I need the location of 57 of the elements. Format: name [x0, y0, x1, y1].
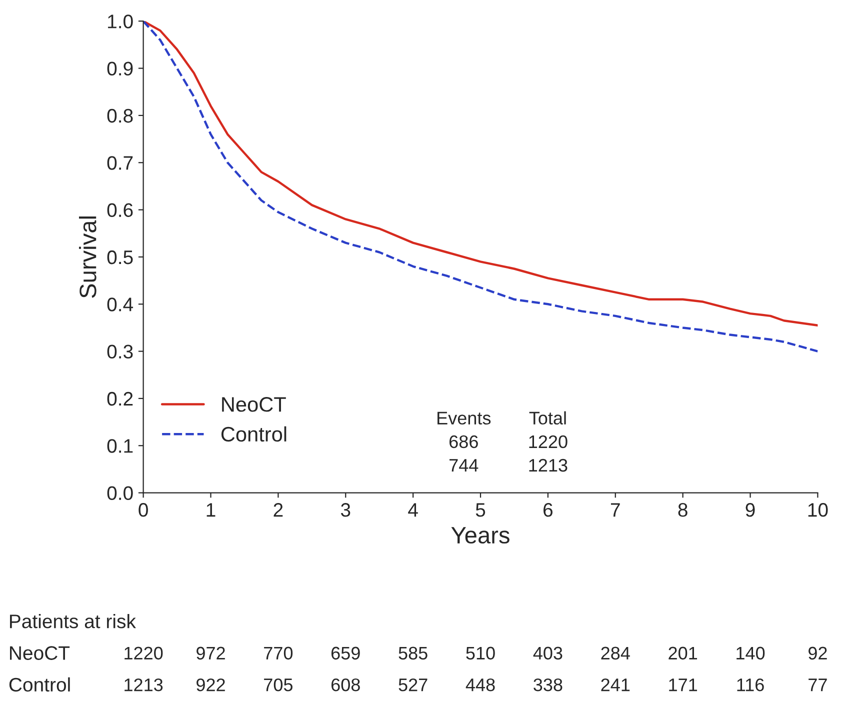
legend-label: NeoCT — [222, 397, 286, 412]
text: 585 — [398, 646, 428, 660]
annotation: 1213 — [529, 458, 568, 472]
y-tick-label: 1.0 — [108, 14, 133, 28]
x-tick-label: 0 — [138, 503, 148, 517]
annotation: 1220 — [529, 435, 568, 448]
annotation: Events — [438, 412, 491, 425]
y-tick-label: 0.0 — [107, 486, 133, 500]
text: 1220 — [124, 646, 163, 660]
y-tick-label: 0.7 — [107, 156, 133, 170]
x-tick-label: 4 — [408, 503, 418, 517]
text: 241 — [601, 678, 630, 692]
x-tick-label: 3 — [340, 503, 350, 517]
annotation: 744 — [450, 459, 478, 472]
x-tick-label: 2 — [274, 503, 283, 517]
text: 92 — [808, 646, 827, 660]
text: 608 — [331, 678, 360, 692]
text: Patients at risk — [10, 614, 136, 628]
y-tick-label: 0.4 — [107, 298, 134, 312]
text: 116 — [737, 678, 764, 692]
y-tick-label: 0.2 — [107, 392, 133, 406]
text: 705 — [264, 678, 292, 692]
text: 201 — [668, 646, 698, 660]
x-tick-label: 7 — [610, 503, 620, 517]
legend-label: Control — [221, 426, 286, 442]
text: 1213 — [124, 678, 163, 692]
text: 527 — [398, 678, 428, 692]
x-axis-title: Years — [451, 527, 510, 544]
text: 284 — [601, 646, 630, 660]
x-tick-label: 1 — [206, 503, 216, 517]
text: 448 — [466, 678, 495, 692]
text: 140 — [736, 646, 765, 660]
text: 510 — [466, 646, 495, 660]
text: NeoCT — [10, 646, 70, 660]
annotation: 686 — [450, 435, 478, 448]
y-axis-title: Survival — [78, 216, 96, 298]
text: 403 — [533, 646, 562, 660]
text: 171 — [669, 678, 698, 692]
text: 77 — [808, 678, 827, 692]
y-tick-label: 0.6 — [107, 203, 133, 218]
text: 659 — [331, 646, 360, 660]
text: Control — [9, 677, 70, 692]
y-tick-label: 0.3 — [107, 344, 133, 359]
x-tick-label: 9 — [746, 503, 755, 517]
text: 972 — [196, 646, 225, 660]
y-tick-label: 0.1 — [107, 439, 133, 453]
x-tick-label: 6 — [544, 503, 553, 517]
text: 770 — [264, 646, 293, 660]
text: 922 — [196, 678, 225, 692]
text: 338 — [534, 678, 562, 692]
y-tick-label: 0.8 — [107, 108, 133, 123]
x-tick-label: 8 — [678, 503, 688, 517]
annotation: Total — [529, 411, 566, 425]
y-tick-label: 0.9 — [107, 62, 133, 76]
x-tick-label: 10 — [808, 503, 828, 517]
y-tick-label: 0.5 — [107, 250, 133, 264]
x-tick-label: 5 — [476, 503, 486, 517]
